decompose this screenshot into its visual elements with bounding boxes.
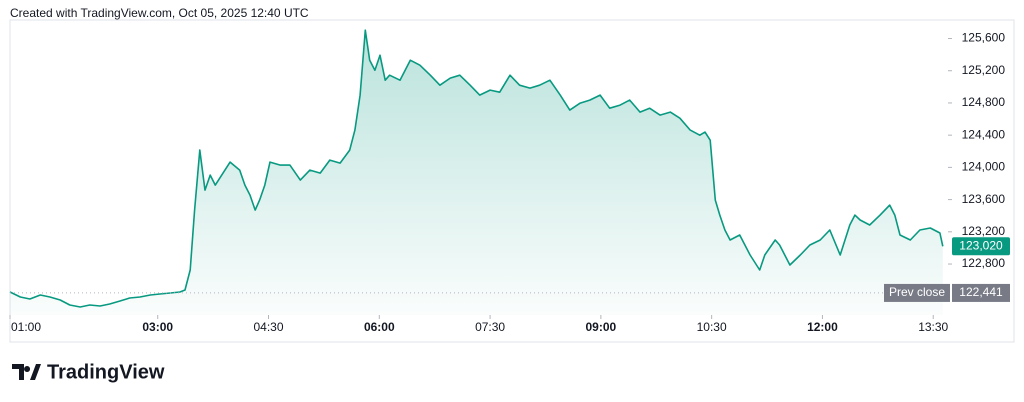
x-tick-label: 01:00 xyxy=(11,320,41,334)
prev-close-value: 122,441 xyxy=(959,285,1003,299)
brand-logo xyxy=(12,364,41,380)
x-tick-label: 10:30 xyxy=(697,320,727,334)
prev-close-label: Prev close xyxy=(889,285,945,299)
x-tick-label: 03:00 xyxy=(142,320,173,334)
last-value-box xyxy=(952,237,1010,256)
y-tick-label: 124,400 xyxy=(962,127,1006,141)
x-tick-label: 12:00 xyxy=(807,320,838,334)
area-fill xyxy=(10,30,943,315)
prev-close-tag xyxy=(884,283,950,302)
chart-title: Created with TradingView.com, Oct 05, 20… xyxy=(10,6,309,20)
last-value-label: 123,020 xyxy=(959,238,1003,252)
x-tick-label: 04:30 xyxy=(253,320,283,334)
y-tick-label: 123,200 xyxy=(962,224,1006,238)
prev-close-box xyxy=(952,283,1010,302)
y-tick-label: 124,000 xyxy=(962,160,1006,174)
y-tick-label: 123,600 xyxy=(962,192,1006,206)
price-line xyxy=(9,29,944,308)
y-tick-label: 125,200 xyxy=(962,63,1006,77)
x-tick-label: 13:30 xyxy=(918,320,948,334)
y-tick-label: 125,600 xyxy=(962,31,1006,45)
x-tick-label: 06:00 xyxy=(364,320,395,334)
y-tick-label: 124,800 xyxy=(962,95,1006,109)
x-tick-label: 09:00 xyxy=(586,320,617,334)
brand-name: TradingView xyxy=(47,361,165,383)
y-tick-label: 122,800 xyxy=(962,256,1006,270)
x-tick-label: 07:30 xyxy=(475,320,505,334)
chart-frame xyxy=(9,19,1015,343)
